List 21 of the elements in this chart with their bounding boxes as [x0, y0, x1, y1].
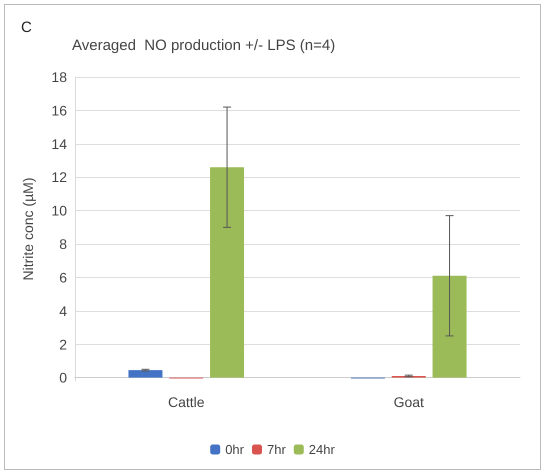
y-tick-label: 14: [51, 136, 68, 152]
y-tick-label: 8: [59, 236, 68, 252]
legend-label: 24hr: [308, 442, 336, 457]
legend-label: 7hr: [266, 442, 286, 457]
bar: [432, 276, 467, 378]
y-tick-label: 12: [51, 169, 68, 186]
y-tick-label: 6: [59, 269, 68, 286]
y-tick-label: 18: [51, 69, 68, 85]
y-tick-label: 16: [51, 102, 68, 118]
text: C: [21, 19, 32, 36]
legend-label: 0hr: [225, 442, 245, 457]
bar: [128, 370, 162, 378]
y-tick-label: 2: [59, 336, 68, 352]
bar: [210, 167, 244, 378]
y-tick-label: 10: [51, 202, 68, 219]
x-tick-label: Goat: [394, 394, 424, 410]
y-tick-label: 4: [59, 302, 68, 319]
x-tick-label: Cattle: [168, 394, 205, 410]
y-axis-title: Nitrite conc (µM): [20, 178, 36, 280]
y-tick-label: 0: [59, 370, 68, 386]
chart-title: Averaged NO production +/- LPS (n=4): [72, 37, 336, 54]
